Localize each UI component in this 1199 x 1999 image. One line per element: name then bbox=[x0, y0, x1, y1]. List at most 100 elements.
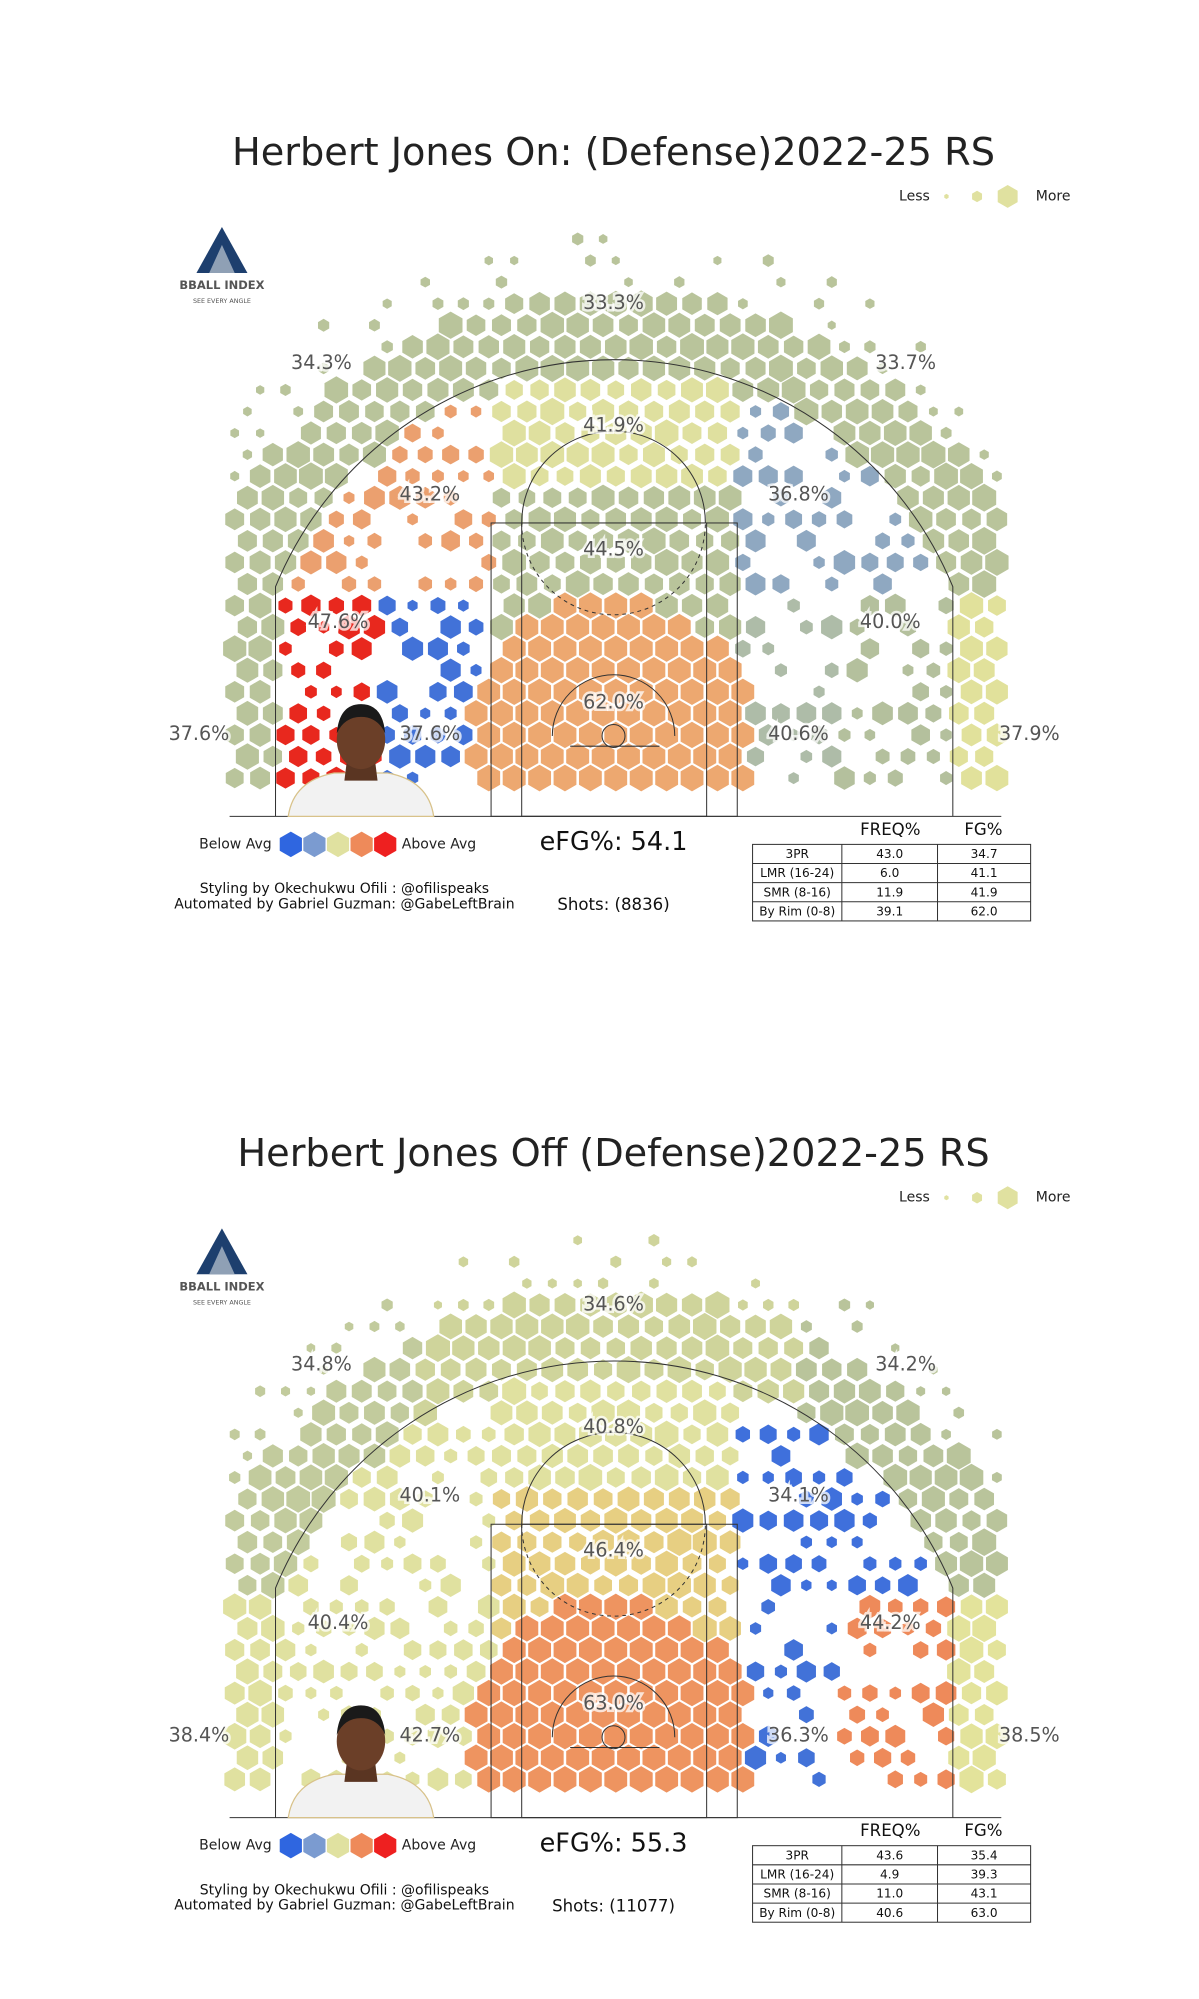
hex bbox=[826, 1579, 837, 1592]
hex bbox=[278, 597, 293, 614]
hex bbox=[719, 313, 741, 338]
hex bbox=[326, 1423, 346, 1446]
hex bbox=[883, 1463, 908, 1492]
hex bbox=[898, 1573, 918, 1597]
hex bbox=[249, 1724, 271, 1749]
credit: Styling by Okechukwu Ofili : @ofilispeak… bbox=[200, 1882, 489, 1898]
hex bbox=[490, 657, 513, 684]
hex bbox=[515, 613, 539, 641]
hex bbox=[505, 1467, 524, 1488]
hex bbox=[479, 1380, 499, 1402]
hex bbox=[517, 314, 537, 337]
hex bbox=[568, 530, 587, 552]
hex bbox=[616, 1356, 641, 1384]
color-legend-hex bbox=[303, 831, 326, 858]
hex bbox=[490, 1313, 513, 1340]
hex bbox=[553, 764, 577, 792]
hex bbox=[860, 1725, 879, 1747]
color-legend-hex bbox=[374, 1832, 397, 1859]
hex bbox=[407, 599, 418, 612]
hex bbox=[680, 1636, 704, 1664]
hex bbox=[680, 1766, 704, 1793]
hex bbox=[353, 1554, 370, 1573]
hex bbox=[912, 682, 929, 702]
hex bbox=[363, 355, 386, 382]
hex bbox=[731, 1679, 755, 1707]
hex bbox=[276, 724, 295, 746]
hex bbox=[718, 484, 742, 511]
hex bbox=[433, 1300, 442, 1310]
hex bbox=[618, 486, 639, 510]
hex bbox=[693, 700, 717, 727]
hex bbox=[617, 1744, 640, 1771]
hex bbox=[667, 1528, 692, 1557]
hex bbox=[642, 355, 666, 382]
hex bbox=[668, 1314, 691, 1340]
hex bbox=[454, 1769, 472, 1790]
hex bbox=[529, 550, 550, 574]
hex bbox=[629, 592, 653, 619]
hex bbox=[405, 1684, 420, 1702]
hex bbox=[861, 552, 879, 573]
hex bbox=[541, 1400, 563, 1425]
hex bbox=[540, 613, 564, 641]
hex bbox=[395, 1321, 405, 1332]
hex bbox=[225, 594, 245, 617]
hex bbox=[464, 1701, 488, 1728]
legend-hex bbox=[997, 184, 1018, 208]
hex bbox=[972, 483, 997, 512]
title: Herbert Jones Off (Defense)2022-25 RS bbox=[237, 1131, 989, 1176]
hex bbox=[591, 743, 615, 770]
hex bbox=[929, 1364, 938, 1375]
hex bbox=[809, 1423, 829, 1446]
hex bbox=[515, 355, 539, 382]
zone-label: 34.1% bbox=[768, 1484, 829, 1507]
hex bbox=[454, 1726, 472, 1747]
legend-less: Less bbox=[899, 188, 930, 204]
hex bbox=[248, 592, 272, 619]
hex bbox=[617, 613, 640, 641]
hex bbox=[619, 444, 638, 466]
hex bbox=[706, 334, 729, 360]
hex bbox=[302, 725, 320, 745]
hex bbox=[274, 463, 297, 490]
hex bbox=[948, 1745, 970, 1770]
hex bbox=[940, 771, 953, 786]
hex bbox=[330, 1685, 343, 1701]
hex bbox=[470, 663, 482, 677]
hex bbox=[631, 1508, 652, 1533]
hex bbox=[250, 1638, 270, 1662]
hex bbox=[230, 427, 240, 439]
hex bbox=[379, 1511, 395, 1530]
hex bbox=[657, 379, 676, 401]
hex bbox=[695, 1445, 714, 1467]
hex bbox=[762, 512, 775, 527]
zone-label: 47.6% bbox=[308, 610, 369, 633]
hex bbox=[807, 333, 831, 360]
zone-label: 40.8% bbox=[583, 1415, 644, 1438]
hex bbox=[834, 1423, 854, 1446]
hex bbox=[439, 355, 463, 382]
hex bbox=[427, 1767, 449, 1792]
hex bbox=[343, 534, 355, 547]
hex bbox=[735, 553, 751, 572]
hex bbox=[936, 1639, 956, 1661]
hex bbox=[947, 484, 970, 511]
hex bbox=[985, 1723, 1009, 1750]
hex bbox=[960, 679, 983, 705]
hex bbox=[255, 1385, 266, 1398]
hex bbox=[566, 743, 590, 770]
hex bbox=[415, 486, 435, 509]
hex bbox=[860, 465, 879, 487]
hex bbox=[250, 1509, 270, 1532]
hex bbox=[339, 400, 359, 423]
hex bbox=[432, 1686, 444, 1700]
hex bbox=[554, 291, 576, 316]
hex bbox=[566, 1701, 590, 1728]
hex bbox=[681, 1336, 703, 1360]
hex bbox=[845, 440, 870, 469]
hex bbox=[554, 377, 576, 403]
hex bbox=[540, 311, 565, 339]
hex bbox=[483, 470, 495, 483]
hex bbox=[656, 291, 678, 316]
